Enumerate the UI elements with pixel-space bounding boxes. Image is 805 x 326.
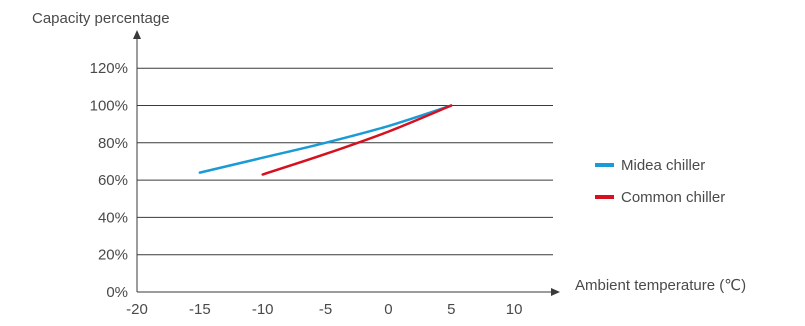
legend-swatch-1 [595,195,614,199]
y-axis-arrow [133,30,141,39]
x-tick-label-4: 0 [384,301,392,318]
series-lines [198,104,453,176]
y-tick-label-5: 100% [90,98,128,115]
legend-label-1: Common chiller [621,188,726,206]
legend-swatch-0 [595,163,614,167]
y-tick-label-4: 80% [98,135,128,152]
axes [133,30,560,296]
series-line-0 [198,104,453,174]
x-tick-label-6: 10 [506,301,523,318]
legend-item-0: Midea chiller [595,152,725,178]
legend-item-1: Common chiller [595,184,725,210]
x-tick-label-3: -5 [319,301,332,318]
x-tick-label-5: 5 [447,301,455,318]
y-tick-label-2: 40% [98,209,128,226]
y-tick-label-1: 20% [98,247,128,264]
x-tick-label-2: -10 [252,301,274,318]
x-tick-label-1: -15 [189,301,211,318]
y-tick-label-6: 120% [90,60,128,77]
y-tick-label-0: 0% [106,284,128,301]
x-tick-label-0: -20 [126,301,148,318]
legend: Midea chiller Common chiller [595,152,725,216]
tick-labels: 0% 20% 40% 60% 80% 100% 120% -20 -15 -10 -5 0 5 10 [90,60,523,318]
series-line-1 [261,104,453,176]
x-axis-label: Ambient temperature (℃) [575,277,747,294]
x-axis-arrow [551,288,560,296]
y-tick-label-3: 60% [98,172,128,189]
gridlines [137,67,553,256]
legend-label-0: Midea chiller [621,156,706,174]
y-axis-label: Capacity percentage [32,10,170,27]
